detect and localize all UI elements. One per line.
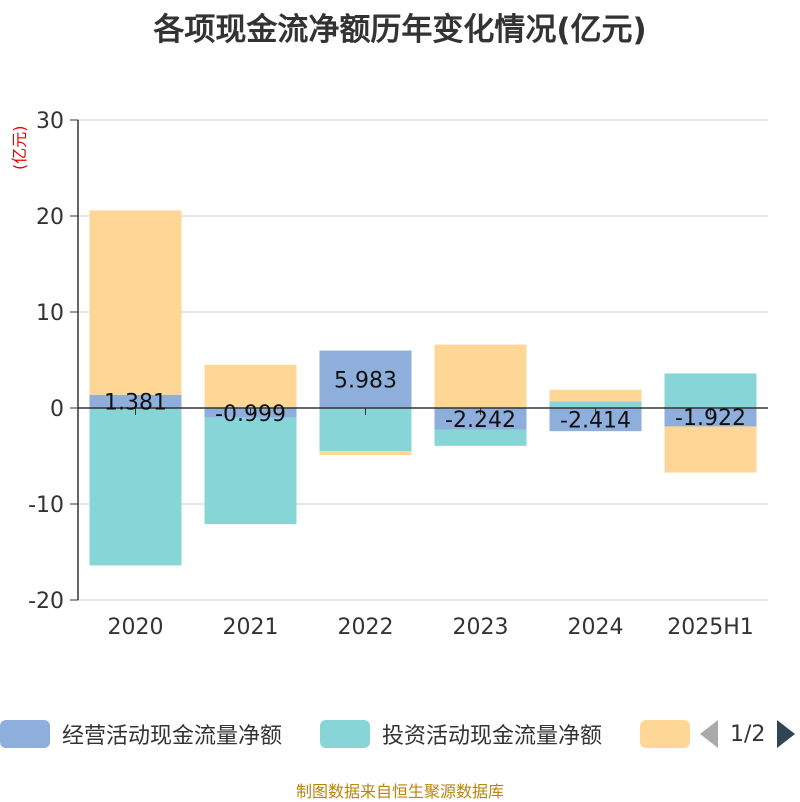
bar-series1-2023 — [434, 429, 527, 446]
legend-swatch-operating — [0, 720, 50, 748]
bar-series2-2022 — [319, 451, 412, 456]
data-label: -2.414 — [560, 409, 631, 434]
x-tick-label: 2025H1 — [667, 615, 754, 640]
legend-swatch-investing — [320, 720, 370, 748]
y-tick-label: 10 — [36, 301, 64, 326]
legend-pager: 1/2 — [700, 716, 796, 752]
bar-series0-2024 — [549, 408, 642, 432]
legend-item-financing[interactable] — [640, 716, 702, 752]
bar-series2-2021 — [204, 364, 297, 408]
bar-series1-2021 — [204, 417, 297, 525]
bar-series1-2025H1 — [664, 373, 757, 408]
bar-series2-2024 — [549, 389, 642, 402]
x-tick-label: 2023 — [453, 615, 509, 640]
data-label: -2.242 — [445, 408, 516, 433]
axis-layer: -20 -10 0 10 20 30 2020 2021 2022 2023 2024 2025H1 — [28, 109, 768, 640]
bar-series2-2023 — [434, 344, 527, 408]
y-tick-label: 0 — [50, 397, 64, 422]
source-note: 制图数据来自恒生聚源数据库 — [295, 782, 504, 801]
legend: 经营活动现金流量净额 投资活动现金流量净额 1/2 — [0, 716, 800, 752]
bar-series1-2024 — [549, 401, 642, 408]
bar-series0-2020 — [89, 394, 182, 408]
x-tick-label: 2020 — [108, 615, 164, 640]
x-tick-label: 2022 — [338, 615, 394, 640]
bar-series1-2020 — [89, 408, 182, 566]
legend-page-indicator: 1/2 — [730, 721, 766, 747]
data-label: 1.381 — [104, 390, 167, 415]
bar-series0-2025H1 — [664, 408, 757, 427]
legend-item-operating[interactable]: 经营活动现金流量净额 — [0, 716, 282, 752]
bar-series2-2025H1 — [664, 426, 757, 473]
legend-swatch-financing — [640, 720, 690, 748]
y-tick-label: 30 — [36, 109, 64, 134]
bar-series2-2020 — [89, 210, 182, 395]
y-tick-label: -10 — [28, 493, 64, 518]
bar-layer — [89, 210, 757, 566]
data-label: -1.922 — [675, 406, 746, 431]
data-label: -0.999 — [215, 402, 286, 427]
chart-title: 各项现金流净额历年变化情况(亿元) — [153, 12, 647, 48]
y-tick-label: 20 — [36, 205, 64, 230]
legend-label-investing: 投资活动现金流量净额 — [382, 724, 603, 749]
bar-series0-2023 — [434, 408, 527, 430]
legend-next-page-icon[interactable] — [777, 720, 796, 748]
data-label-layer: 1.381 -0.999 5.983 -2.242 -2.414 -1.922 — [104, 368, 746, 433]
legend-item-investing[interactable]: 投资活动现金流量净额 — [320, 716, 602, 752]
legend-label-operating: 经营活动现金流量净额 — [62, 724, 283, 749]
x-tick-label: 2024 — [568, 615, 624, 640]
bar-series1-2022 — [319, 408, 412, 452]
x-tick-label: 2021 — [223, 615, 279, 640]
data-label: 5.983 — [334, 368, 397, 393]
y-tick-label: -20 — [28, 589, 64, 614]
bar-series0-2022 — [319, 350, 412, 408]
legend-prev-page-icon[interactable] — [700, 720, 718, 748]
